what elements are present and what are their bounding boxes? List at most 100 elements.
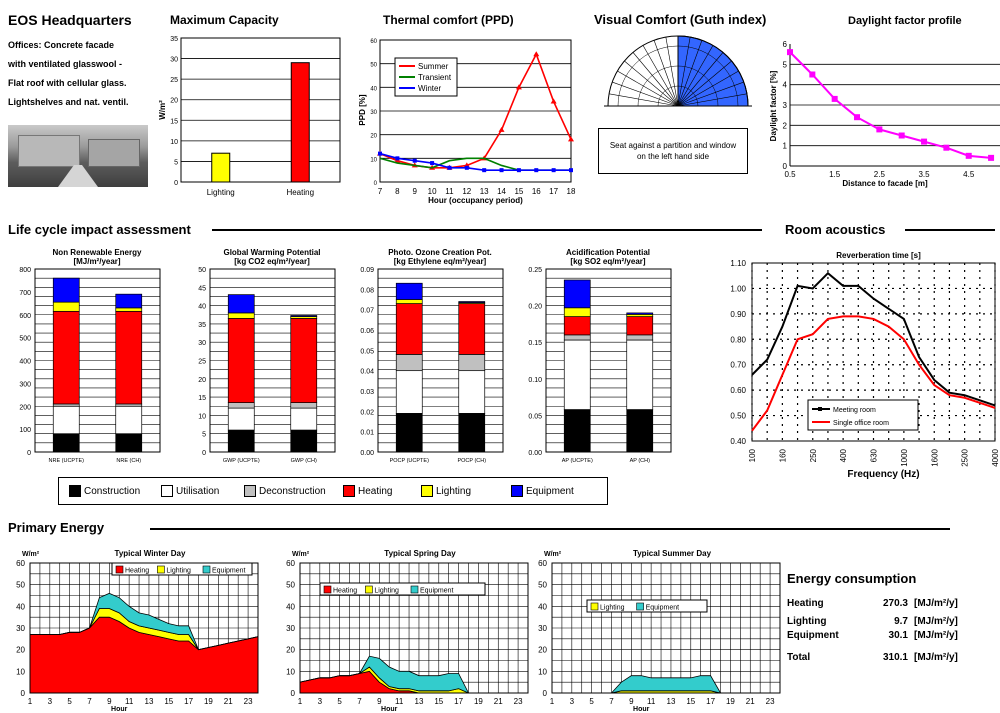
y-tick-label: 30 xyxy=(538,624,547,633)
bar-segment xyxy=(52,310,80,405)
y-tick-label: 1.00 xyxy=(730,284,746,293)
ray-line xyxy=(677,93,747,107)
y-tick-label: 700 xyxy=(19,290,31,297)
energy-row-value: 9.7 xyxy=(894,616,908,627)
area-series xyxy=(299,655,528,694)
x-tick-label: 9 xyxy=(377,697,382,706)
y-tick-label: 2 xyxy=(783,121,788,130)
bar-segment xyxy=(626,316,654,336)
plot-frame xyxy=(180,37,341,183)
legend-swatch xyxy=(421,485,433,497)
x-tick-label: 3 xyxy=(570,697,575,706)
pocp-chart: Photo. Ozone Creation Pot.[kg Ethylene e… xyxy=(360,248,504,464)
y-tick-label: 400 xyxy=(19,359,31,366)
thermal-comfort-chart: Thermal comfort (PPD) PPD [%] 0 10 20 30 40 50 6… xyxy=(358,13,576,205)
x-tick-label: 13 xyxy=(145,697,154,706)
x-tick-label: 7 xyxy=(609,697,614,706)
y-tick-label: 0 xyxy=(174,180,178,187)
x-tick-label: 1.5 xyxy=(829,170,841,179)
y-tick-label: 40 xyxy=(16,602,25,611)
x-tick-label: 15 xyxy=(164,697,173,706)
description-line: Flat roof with cellular glass. xyxy=(8,78,127,88)
series-line xyxy=(789,51,992,159)
bar xyxy=(211,152,231,183)
y-tick-label: 0 xyxy=(291,689,296,698)
x-tick-label: 4.5 xyxy=(963,170,975,179)
bar-segment xyxy=(290,315,318,317)
chart-title: Acidification Potential xyxy=(566,248,650,257)
gwp-chart: Global Warming Potential[kg CO2 eq/m²/ye… xyxy=(198,248,336,464)
legend-label: Lighting xyxy=(600,605,625,612)
bar-segment xyxy=(395,303,423,355)
x-tick-label: 15 xyxy=(434,697,443,706)
y-tick-label: 800 xyxy=(19,267,31,274)
bar-segment xyxy=(115,307,143,312)
legend-box xyxy=(586,599,708,613)
x-tick-label: 160 xyxy=(778,448,787,462)
plot-frame xyxy=(379,39,572,183)
x-tick-label: 17 xyxy=(549,187,558,196)
data-point xyxy=(965,152,972,159)
y-tick-label: 35 xyxy=(198,322,206,329)
energy-row-value: 270.3 xyxy=(882,598,908,609)
bar-segment xyxy=(290,318,318,403)
y-axis-label: W/m² xyxy=(544,551,562,558)
primary-energy-heading: Primary Energy xyxy=(8,520,105,535)
data-point xyxy=(516,168,521,173)
y-tick-label: 0.08 xyxy=(360,287,374,294)
y-tick-label: 0.15 xyxy=(528,340,542,347)
ray-line xyxy=(609,93,679,107)
x-tick-label: 3 xyxy=(318,697,323,706)
x-tick-label: 16 xyxy=(532,187,541,196)
x-tick-label: 13 xyxy=(415,697,424,706)
y-tick-label: 0 xyxy=(27,450,31,457)
energy-row-label: Equipment xyxy=(787,630,839,641)
data-point xyxy=(943,144,950,151)
y-tick-label: 40 xyxy=(286,602,295,611)
ap-chart: Acidification Potential[kg SO2 eq/m²/yea… xyxy=(528,248,672,464)
ray-line xyxy=(617,70,679,107)
x-tick-label: 11 xyxy=(647,697,656,706)
chart-subtitle: [MJ/m²/year] xyxy=(73,257,120,266)
legend-swatch xyxy=(410,585,419,594)
data-point xyxy=(809,71,816,78)
ray-line xyxy=(665,37,679,107)
chart-title: Photo. Ozone Creation Pot. xyxy=(388,248,492,257)
data-point xyxy=(921,138,928,145)
x-tick-label: 19 xyxy=(726,697,735,706)
data-point xyxy=(831,95,838,102)
x-tick-label: AP (UCPTE) xyxy=(562,458,593,464)
legend-label: Lighting xyxy=(436,485,472,497)
bar-segment xyxy=(626,339,654,410)
legend-label: Meeting room xyxy=(833,407,876,414)
energy-row-label: Total xyxy=(787,652,811,663)
ray-line xyxy=(677,45,714,107)
legend-label: Deconstruction xyxy=(259,485,326,497)
legend-box xyxy=(111,562,253,576)
data-point xyxy=(898,132,905,139)
energy-row-unit: [MJ/m²/y] xyxy=(914,630,958,641)
x-tick-label: 21 xyxy=(224,697,233,706)
ray-line xyxy=(632,52,679,107)
y-tick-label: 30 xyxy=(170,57,178,64)
bar-segment xyxy=(115,310,143,405)
y-tick-label: 500 xyxy=(19,336,31,343)
legend-swatch xyxy=(590,602,599,611)
plot-frame xyxy=(377,268,504,453)
data-point xyxy=(569,168,573,173)
chart-title: Typical Spring Day xyxy=(384,549,456,558)
diagram-arc xyxy=(637,65,719,107)
x-tick-label: Heating xyxy=(286,188,314,197)
ray-line xyxy=(677,52,724,107)
plot-frame xyxy=(545,268,672,453)
x-tick-label: 12 xyxy=(462,187,471,196)
data-point xyxy=(854,114,861,121)
ray-line xyxy=(677,40,703,107)
x-tick-label: 23 xyxy=(766,697,775,706)
y-tick-label: 0.20 xyxy=(528,304,542,311)
x-tick-label: 400 xyxy=(839,448,848,462)
bar-segment xyxy=(52,277,80,303)
ray-line xyxy=(612,81,679,107)
x-tick-label: 3.5 xyxy=(918,170,930,179)
